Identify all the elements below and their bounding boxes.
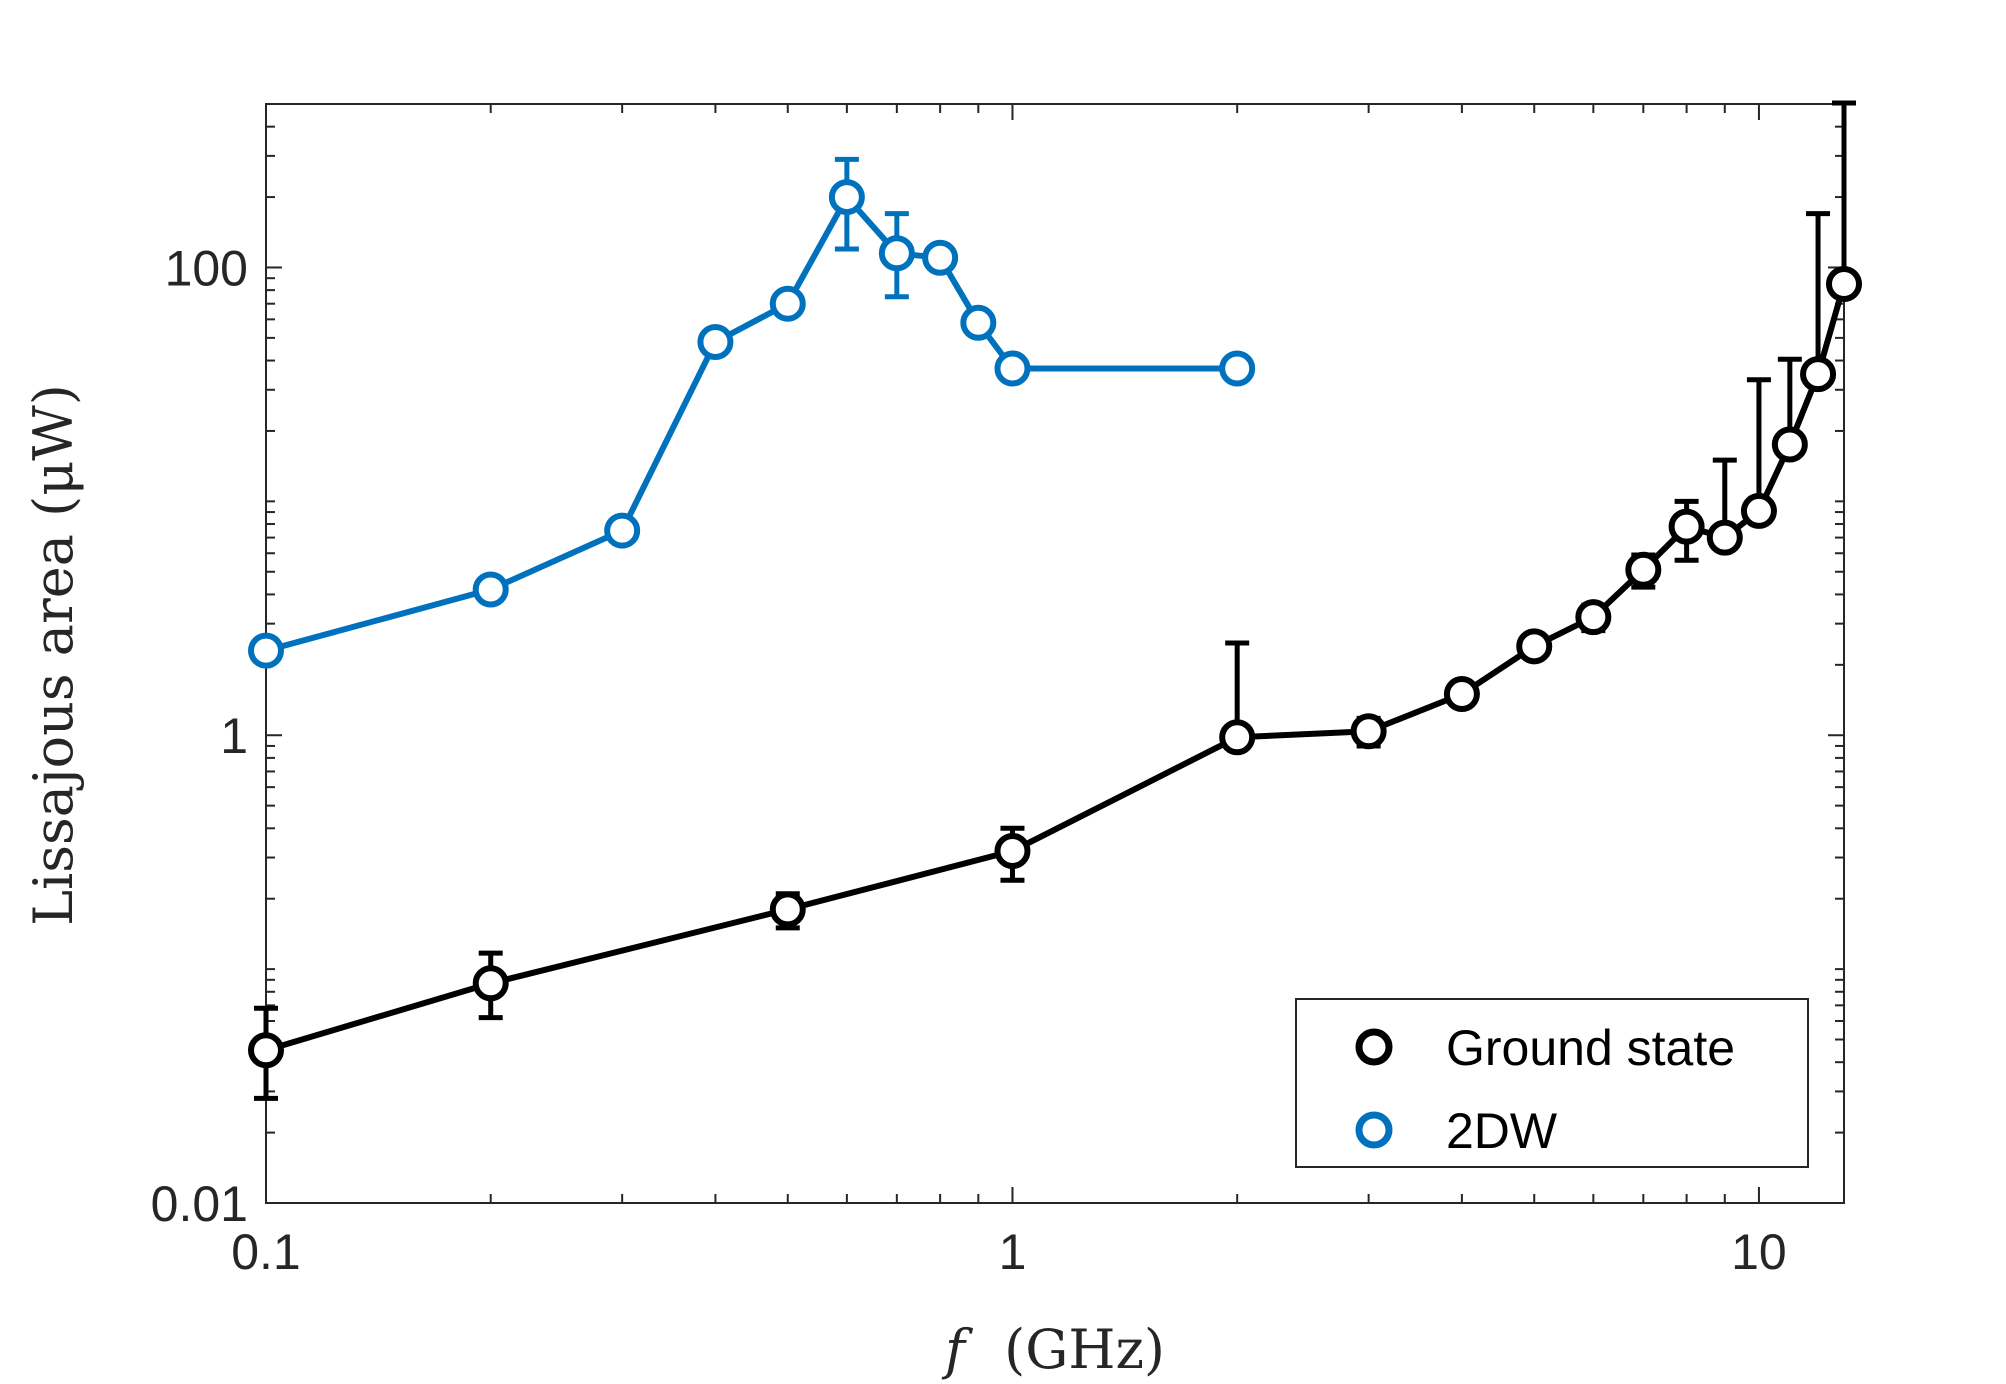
tick-labels: 0.1 1 10 0.01 1 100 <box>151 240 1787 1280</box>
series-layer <box>248 100 1862 1101</box>
x-axis-label-var: f <box>941 1318 973 1381</box>
legend-marker-ground-state <box>1355 1028 1393 1066</box>
series-1 <box>248 156 1256 669</box>
data-point <box>1826 265 1862 302</box>
x-axis-label: f (GHz) <box>941 1318 1165 1381</box>
x-axis-label-unit: (GHz) <box>1004 1318 1165 1381</box>
legend-box <box>1295 998 1809 1168</box>
data-point <box>1706 519 1743 556</box>
data-point <box>1516 628 1553 665</box>
legend: Ground state 2DW <box>1295 998 1809 1168</box>
data-point <box>1625 551 1662 588</box>
data-point <box>1668 508 1705 545</box>
data-point <box>472 965 509 1002</box>
y-tick-label: 1 <box>220 708 248 764</box>
data-point <box>828 179 865 216</box>
x-tick-label: 0.1 <box>231 1224 301 1280</box>
y-axis-label: Lissajous area (μW) <box>22 384 85 926</box>
series-0 <box>248 100 1862 1101</box>
data-point <box>248 632 284 669</box>
data-point <box>878 235 915 272</box>
data-point <box>248 1032 284 1069</box>
legend-label-ground-state: Ground state <box>1446 1020 1735 1076</box>
legend-marker-2dw <box>1355 1111 1393 1149</box>
data-point <box>1350 713 1387 750</box>
data-point <box>1219 719 1256 756</box>
x-tick-label: 1 <box>999 1224 1027 1280</box>
y-tick-label: 0.01 <box>151 1176 248 1232</box>
legend-label-2dw: 2DW <box>1446 1103 1558 1159</box>
data-point <box>1443 676 1480 713</box>
data-point <box>1219 350 1256 387</box>
data-point <box>994 350 1031 387</box>
data-point <box>697 324 734 361</box>
data-point <box>922 239 959 276</box>
data-point <box>960 304 997 341</box>
data-point <box>604 512 641 549</box>
data-point <box>1800 356 1837 393</box>
y-tick-label: 100 <box>165 240 248 296</box>
data-point <box>1575 599 1612 636</box>
x-tick-label: 10 <box>1731 1224 1787 1280</box>
series-line <box>265 283 1847 1054</box>
data-point <box>994 832 1031 869</box>
data-point <box>1740 492 1777 529</box>
data-point <box>1771 426 1808 463</box>
data-point <box>769 891 806 928</box>
data-point <box>472 571 509 608</box>
data-point <box>769 285 806 322</box>
